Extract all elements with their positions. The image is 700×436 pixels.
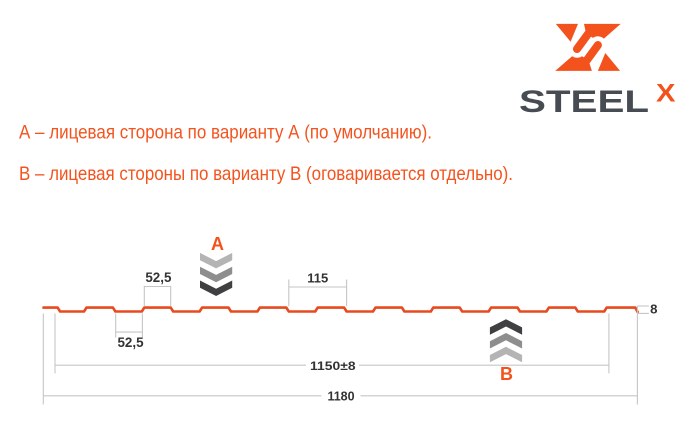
svg-text:X: X (656, 79, 676, 107)
svg-text:1150±8: 1150±8 (310, 359, 356, 373)
svg-text:В: В (500, 364, 513, 384)
svg-text:А: А (211, 234, 224, 254)
svg-text:А – лицевая сторона по вариант: А – лицевая сторона по варианту А (по ум… (19, 121, 432, 143)
svg-text:1180: 1180 (327, 389, 354, 403)
svg-text:В – лицевая стороны по вариант: В – лицевая стороны по варианту В (огова… (19, 163, 513, 185)
svg-text:115: 115 (307, 270, 328, 285)
svg-text:52,5: 52,5 (117, 335, 144, 350)
svg-text:8: 8 (650, 302, 657, 317)
svg-text:52,5: 52,5 (145, 270, 172, 285)
svg-text:STEEL: STEEL (519, 83, 649, 119)
